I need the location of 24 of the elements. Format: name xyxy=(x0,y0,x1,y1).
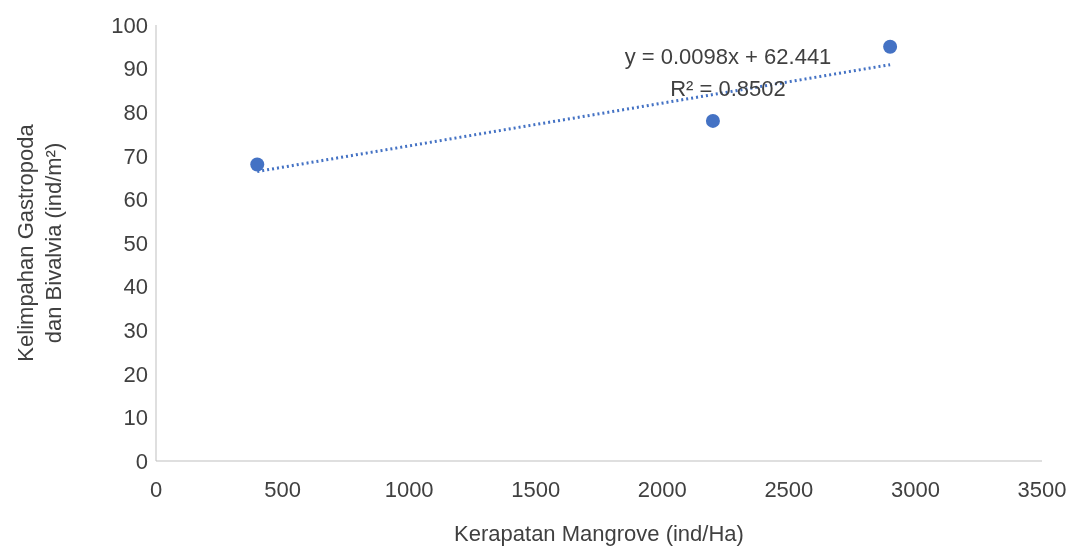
x-tick-label: 500 xyxy=(264,476,301,502)
y-tick-label: 10 xyxy=(123,405,148,431)
y-tick-label: 70 xyxy=(123,143,148,169)
y-tick-label: 100 xyxy=(111,12,148,38)
x-tick-label: 3500 xyxy=(1017,476,1067,502)
y-tick-label: 40 xyxy=(123,274,148,300)
x-tick-label: 2500 xyxy=(764,476,814,502)
y-tick-label: 90 xyxy=(123,56,148,82)
x-tick-label: 1000 xyxy=(384,476,434,502)
x-tick-label: 1500 xyxy=(511,476,561,502)
point xyxy=(705,113,720,128)
x-tick-label: 2000 xyxy=(637,476,687,502)
point xyxy=(883,39,898,54)
y-tick-label: 0 xyxy=(135,448,148,474)
x-axis-title: Kerapatan Mangrove (ind/Ha) xyxy=(454,521,744,546)
x-tick-label: 3000 xyxy=(890,476,940,502)
y-tick-label: 30 xyxy=(123,318,148,344)
y-tick-label: 50 xyxy=(123,230,148,256)
y-tick-label: 20 xyxy=(123,361,148,387)
annotation: y = 0.0098x + 62.441 xyxy=(623,44,833,70)
y-tick-label: 60 xyxy=(123,187,148,213)
point xyxy=(250,157,265,172)
y-axis-title: Kelimpahan Gastropoda dan Bivalvia (ind/m²) xyxy=(13,123,66,362)
y-tick-label: 80 xyxy=(123,100,148,126)
